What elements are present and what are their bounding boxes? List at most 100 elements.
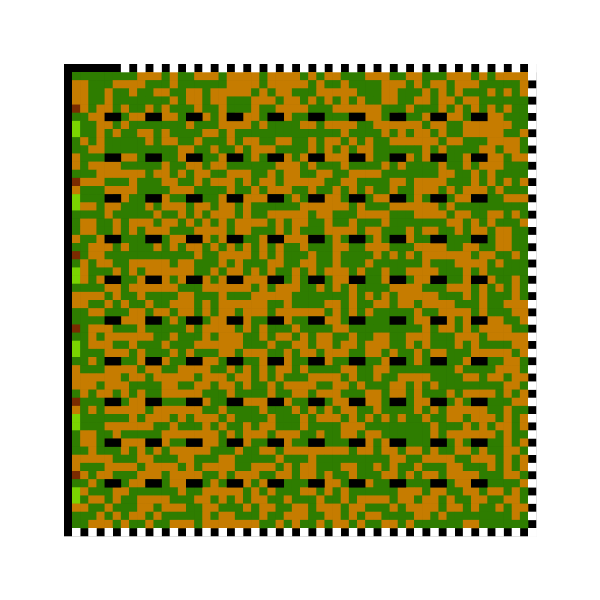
pattern-cell <box>137 446 146 456</box>
pattern-cell <box>511 80 521 89</box>
pattern-cell <box>88 177 97 187</box>
pattern-cell <box>120 243 130 252</box>
pattern-cell <box>80 389 89 399</box>
pattern-cell <box>96 161 105 171</box>
pattern-cell <box>471 259 480 268</box>
pattern-cell <box>422 210 431 219</box>
pattern-cell <box>226 291 236 301</box>
pattern-cell <box>348 414 358 423</box>
pattern-cell <box>365 202 374 211</box>
pattern-cell <box>422 454 431 464</box>
pattern-cell <box>430 137 439 146</box>
pattern-cell <box>202 446 211 456</box>
pattern-cell <box>161 495 171 504</box>
pattern-cell <box>161 145 171 154</box>
pattern-cell <box>96 308 105 317</box>
pattern-cell <box>381 234 390 244</box>
marker-dash <box>471 194 488 203</box>
pattern-cell <box>365 397 374 407</box>
pattern-cell <box>96 267 105 276</box>
pattern-cell <box>300 153 309 162</box>
pattern-cell <box>112 80 122 89</box>
pattern-cell <box>96 389 105 399</box>
pattern-cell <box>462 104 472 114</box>
timing-mark-top <box>365 64 374 73</box>
pattern-cell <box>88 96 97 105</box>
pattern-cell <box>169 357 179 366</box>
pattern-cell <box>210 389 219 399</box>
pattern-cell <box>161 479 171 488</box>
pattern-cell <box>267 365 276 374</box>
pattern-cell <box>381 112 390 122</box>
pattern-cell <box>177 243 187 252</box>
pattern-cell <box>177 226 187 236</box>
pattern-cell <box>226 96 236 105</box>
pattern-cell <box>169 177 179 187</box>
pattern-cell <box>414 389 423 399</box>
pattern-cell <box>454 414 464 423</box>
pattern-cell <box>308 454 317 464</box>
pattern-cell <box>210 129 219 138</box>
pattern-cell <box>519 226 529 236</box>
pattern-cell <box>251 259 260 268</box>
pattern-cell <box>96 430 105 439</box>
pattern-cell <box>422 381 431 390</box>
pattern-cell <box>243 161 252 171</box>
pattern-cell <box>316 72 325 81</box>
pattern-cell <box>275 202 285 211</box>
pattern-cell <box>137 153 146 162</box>
pattern-cell <box>275 300 285 309</box>
pattern-cell <box>259 243 268 252</box>
pattern-cell <box>202 291 211 301</box>
pattern-cell <box>487 511 496 521</box>
pattern-cell <box>495 332 504 342</box>
pattern-cell <box>112 96 122 105</box>
pattern-cell <box>414 373 423 382</box>
pattern-cell <box>373 145 382 154</box>
pattern-cell <box>462 129 472 138</box>
pattern-cell <box>226 226 236 236</box>
pattern-cell <box>186 373 195 382</box>
pattern-cell <box>373 300 382 309</box>
pattern-cell <box>283 226 293 236</box>
pattern-cell <box>145 462 154 472</box>
marker-dash <box>186 397 203 407</box>
pattern-cell <box>169 332 179 342</box>
pattern-cell <box>169 414 179 423</box>
pattern-cell <box>373 324 382 333</box>
pattern-cell <box>202 332 211 342</box>
pattern-cell <box>161 308 171 317</box>
pattern-cell <box>202 259 211 268</box>
pattern-cell <box>414 324 423 333</box>
pattern-cell <box>96 373 105 382</box>
pattern-cell <box>259 251 268 260</box>
pattern-cell <box>267 259 276 268</box>
pattern-cell <box>96 332 105 342</box>
pattern-cell <box>96 365 105 374</box>
pattern-cell <box>234 430 244 439</box>
pattern-cell <box>72 194 81 203</box>
pattern-cell <box>316 96 325 105</box>
pattern-cell <box>259 519 268 529</box>
pattern-cell <box>161 243 171 252</box>
pattern-cell <box>218 177 228 187</box>
pattern-cell <box>324 177 333 187</box>
pattern-cell <box>519 210 529 219</box>
pattern-cell <box>96 120 105 130</box>
pattern-cell <box>145 218 154 228</box>
pattern-cell <box>430 422 439 431</box>
pattern-cell <box>454 202 464 211</box>
pattern-cell <box>291 446 301 456</box>
pattern-cell <box>234 210 244 219</box>
pattern-cell <box>519 145 529 154</box>
pattern-cell <box>218 373 228 382</box>
pattern-cell <box>381 324 390 333</box>
pattern-cell <box>169 365 179 374</box>
pattern-cell <box>389 96 399 105</box>
pattern-cell <box>495 72 504 81</box>
pattern-cell <box>161 120 171 130</box>
pattern-cell <box>324 462 333 472</box>
pattern-cell <box>405 169 415 179</box>
pattern-cell <box>519 462 529 472</box>
pattern-cell <box>112 389 122 399</box>
